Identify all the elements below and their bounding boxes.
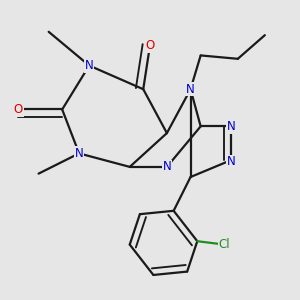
Text: Cl: Cl xyxy=(218,238,230,251)
Text: O: O xyxy=(14,103,23,116)
Text: N: N xyxy=(227,120,236,133)
Text: N: N xyxy=(85,59,94,72)
Text: N: N xyxy=(186,83,195,96)
Text: N: N xyxy=(227,155,236,168)
Text: N: N xyxy=(75,147,83,160)
Text: O: O xyxy=(146,39,154,52)
Text: N: N xyxy=(163,160,171,173)
